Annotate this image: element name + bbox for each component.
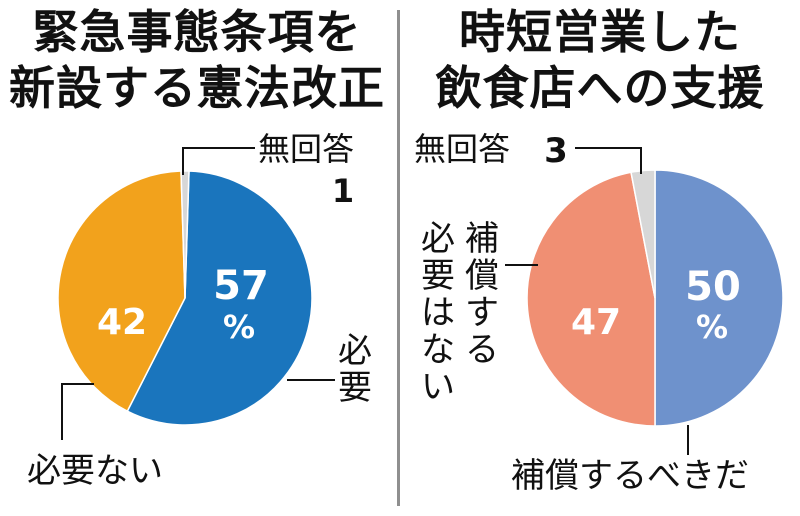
chart-2-slice-1-value-label: 50: [685, 264, 741, 310]
chart-1-slice-1: [126, 170, 313, 426]
chart-2-no-label-col-1-char-4: る: [465, 330, 499, 370]
chart-2-no-label-col-2-char-3: は: [421, 293, 455, 333]
chart-1-percent-unit: %: [223, 308, 255, 346]
panel-divider: [397, 10, 400, 506]
chart-2-slice-3: [630, 169, 656, 299]
chart-1-title: 緊急事態条項を 新設する憲法改正: [2, 4, 392, 116]
chart-2-no-label-col-1-char-2: 償: [465, 256, 499, 296]
chart-1-yes-label-char-1: 必: [338, 331, 372, 371]
chart-2-title-line-1: 時短営業した: [459, 5, 741, 59]
chart-2-noanswer-leader-line: [575, 147, 642, 174]
chart-1-noanswer-leader-line: [182, 147, 255, 175]
chart-1-no-leader-line: [61, 383, 94, 440]
chart-2-slice-2-value-label: 47: [571, 302, 621, 343]
chart-2-no-label-col-1-char-1: 補: [465, 219, 499, 259]
chart-2-no-label-col-2-char-2: 要: [421, 256, 455, 296]
chart-2-yes-label: 補償するべきだ: [511, 456, 749, 496]
chart-1-noanswer-value: 1: [332, 172, 354, 210]
chart-2-title: 時短営業した 飲食店への支援: [405, 4, 795, 116]
chart-1-yes-label-char-2: 要: [338, 368, 372, 408]
chart-1-slice-2: [57, 170, 186, 413]
chart-2-no-label-col-1-char-3: す: [465, 293, 499, 333]
chart-2-slice-1: [654, 169, 784, 427]
chart-2-title-line-2: 飲食店への支援: [435, 61, 765, 115]
chart-2-noanswer-value: 3: [544, 131, 568, 171]
chart-2-slice-2: [526, 171, 656, 427]
chart-1-slice-3: [180, 170, 190, 299]
chart-1-noanswer-label: 無回答: [258, 130, 354, 168]
chart-2-no-label-col-2-char-1: 必: [421, 219, 455, 259]
chart-2-noanswer-label: 無回答: [414, 130, 510, 168]
chart-2-no-label-col-2-char-5: い: [421, 367, 455, 407]
chart-1-slice-1-value-label: 57: [213, 263, 269, 309]
chart-1-slice-2-value-label: 42: [97, 302, 147, 343]
chart-1-title-line-2: 新設する憲法改正: [9, 61, 385, 115]
chart-2-percent-unit: %: [696, 308, 728, 346]
chart-1-title-line-1: 緊急事態条項を: [32, 5, 362, 59]
chart-2-no-label-col-2-char-4: な: [421, 330, 455, 370]
chart-1-no-label: 必要ない: [27, 451, 163, 491]
